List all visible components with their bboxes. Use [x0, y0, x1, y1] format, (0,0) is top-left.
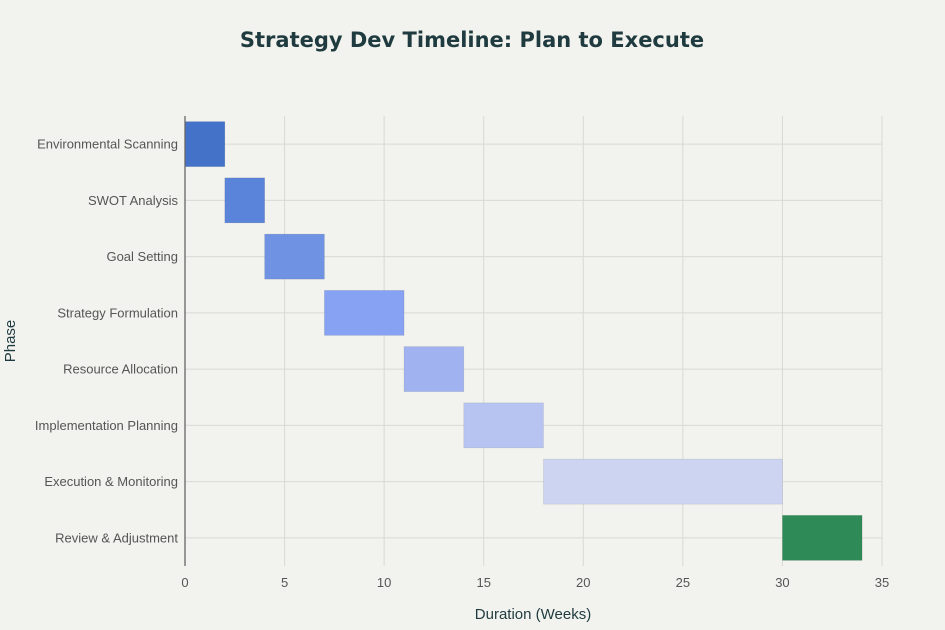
- gantt-bar: [463, 402, 544, 449]
- gantt-bar: [324, 290, 405, 336]
- phase-label: Implementation Planning: [35, 418, 178, 433]
- phase-label: Strategy Formulation: [57, 305, 178, 320]
- x-tick-label: 25: [676, 575, 690, 590]
- gantt-bar: [184, 121, 226, 167]
- phase-label: SWOT Analysis: [88, 193, 179, 208]
- phase-labels: Environmental Scanning SWOT Analysis Goal …: [35, 137, 179, 546]
- gantt-bar: [224, 177, 265, 224]
- gantt-bar: [264, 233, 325, 280]
- phase-label: Execution & Monitoring: [44, 474, 178, 489]
- x-axis-title: Duration (Weeks): [475, 606, 591, 623]
- x-tick-labels: 0 5 10 15 20 25 30 35: [181, 575, 889, 590]
- phase-label: Environmental Scanning: [37, 137, 178, 152]
- phase-label: Resource Allocation: [63, 362, 178, 377]
- phase-label: Goal Setting: [106, 249, 178, 264]
- gantt-bars: [184, 121, 863, 561]
- gantt-bar: [543, 458, 783, 505]
- x-tick-label: 30: [775, 575, 789, 590]
- x-tick-label: 0: [181, 575, 188, 590]
- x-tick-label: 15: [476, 575, 490, 590]
- chart-title: Strategy Dev Timeline: Plan to Execute: [240, 28, 704, 52]
- phase-label: Review & Adjustment: [55, 530, 178, 545]
- gantt-bar: [403, 346, 465, 392]
- x-tick-label: 35: [875, 575, 889, 590]
- x-tick-label: 20: [576, 575, 590, 590]
- x-tick-label: 10: [377, 575, 391, 590]
- y-axis-title: Phase: [2, 320, 19, 363]
- gantt-bar: [782, 515, 863, 561]
- x-tick-label: 5: [281, 575, 288, 590]
